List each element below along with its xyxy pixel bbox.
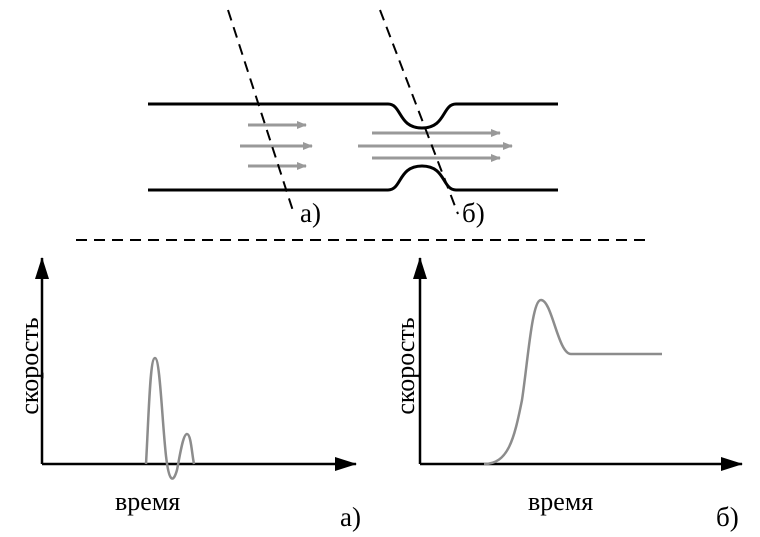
plot-a-y-axis-title: скорость xyxy=(15,317,44,414)
section-line-a xyxy=(227,9,295,215)
plot-a-x-axis-title: время xyxy=(115,487,180,516)
plot-a: скорость время а) xyxy=(15,257,361,532)
section-label-b: б) xyxy=(462,198,485,228)
pipe-bottom-wall xyxy=(148,164,558,192)
flow-arrows-wide-section xyxy=(240,121,313,170)
section-line-b xyxy=(379,9,459,215)
plot-b: скорость время б) xyxy=(391,257,743,532)
pipe-top-wall xyxy=(148,102,558,130)
plot-a-panel-label: а) xyxy=(340,502,361,532)
section-label-a: а) xyxy=(300,198,321,228)
plot-b-velocity-curve xyxy=(483,298,662,466)
plot-b-panel-label: б) xyxy=(716,502,739,532)
flow-arrows-narrow-section xyxy=(358,129,513,162)
plot-b-y-axis-title: скорость xyxy=(391,317,420,414)
plot-a-velocity-curve xyxy=(144,356,196,480)
pipe xyxy=(148,102,558,192)
plot-b-x-axis-title: время xyxy=(528,487,593,516)
